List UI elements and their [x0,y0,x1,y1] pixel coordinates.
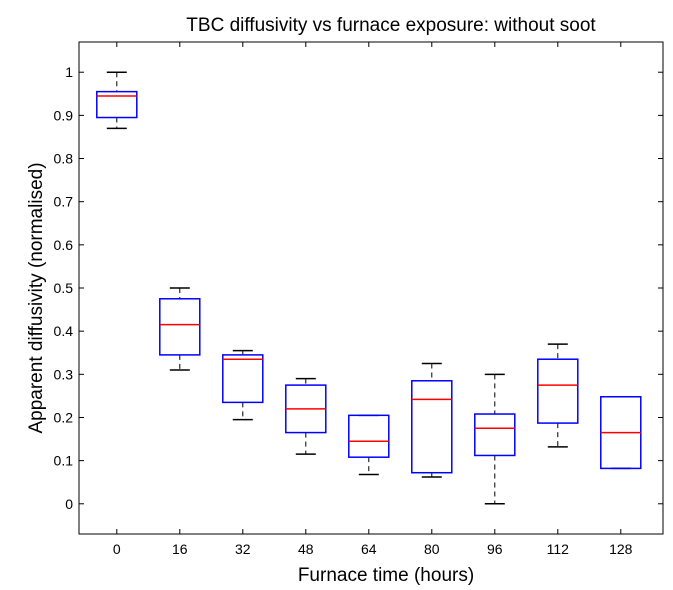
y-tick-label: 0.8 [54,151,74,167]
box-group [159,287,201,371]
y-tick-label: 0.2 [54,409,74,425]
x-tick-label: 96 [487,541,503,557]
plot-frame [78,41,664,535]
box-group [474,373,516,505]
box-group [411,362,453,478]
chart-title: TBC diffusivity vs furnace exposure: wit… [186,15,596,36]
y-tick-label: 0.4 [54,323,74,339]
box-iqr [96,90,138,119]
y-axis-label: Apparent diffusivity (normalised) [26,162,47,433]
x-tick-label: 64 [361,541,377,557]
x-tick-label: 112 [547,541,570,557]
y-tick-label: 0.9 [54,107,74,123]
y-tick-label: 0.3 [54,366,74,382]
x-tick-label: 80 [424,541,440,557]
x-tick-label: 32 [235,541,251,557]
ticks-layer: 0 0.1 0.2 0.3 0.4 0.5 0.6 0.7 0.8 0.9 1 0 16 32 48 64 80… [54,42,663,557]
y-tick-label: 0.5 [54,280,74,296]
y-tick-label: 0.6 [54,237,74,253]
box-group [348,414,390,476]
y-tick-label: 0 [65,496,73,512]
x-tick-label: 48 [298,541,314,557]
x-axis-label: Furnace time (hours) [298,565,474,585]
box-iqr [474,413,516,457]
box-group [285,377,327,455]
y-tick-label: 0.1 [54,453,74,469]
box-group [537,343,579,448]
box-iqr [537,358,579,424]
x-tick-label: 128 [609,541,633,557]
box-group [222,349,264,421]
box-group [96,71,138,130]
box-iqr [411,380,453,474]
y-tick-label: 1 [65,64,73,80]
x-tick-label: 0 [113,541,121,557]
box-iqr [222,354,264,404]
boxes-layer [96,71,642,505]
box-iqr [159,298,201,356]
box-group [600,396,642,470]
box-iqr [348,414,390,458]
y-tick-label: 0.7 [54,194,74,210]
x-tick-label: 16 [172,541,188,557]
